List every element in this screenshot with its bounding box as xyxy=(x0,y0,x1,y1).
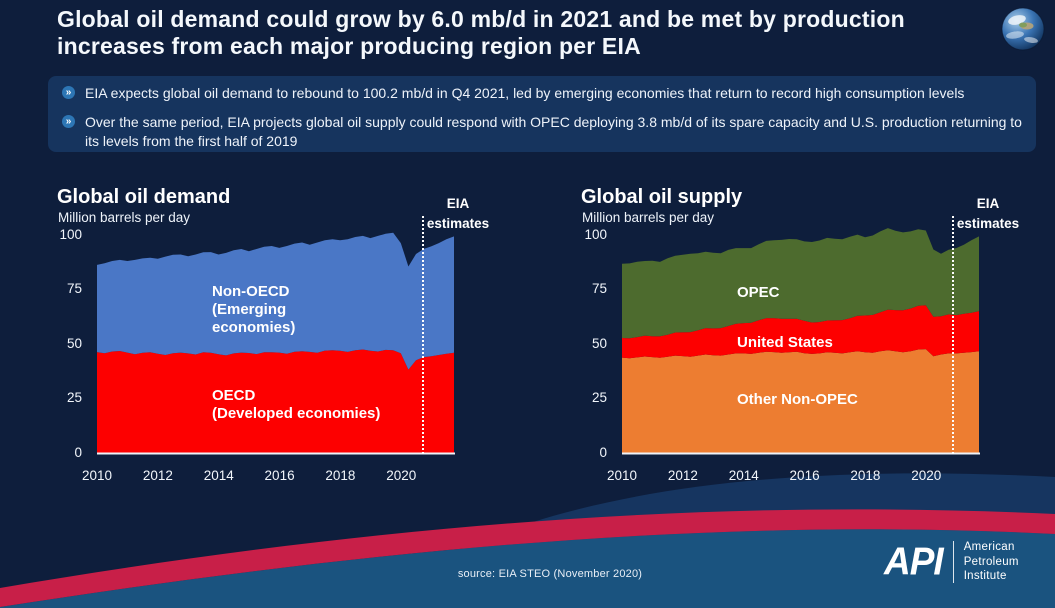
org-line: Petroleum xyxy=(963,555,1019,568)
supply-us-label: United States xyxy=(737,334,833,351)
label-line: (Developed economies) xyxy=(212,405,381,422)
org-line: Institute xyxy=(963,570,1007,582)
page-title-line-2: increases from each major producing regi… xyxy=(57,32,641,59)
y-tick-label: 0 xyxy=(599,444,607,460)
summary-callout-box: » EIA expects global oil demand to rebou… xyxy=(48,76,1036,152)
bullet-item: » EIA expects global oil demand to rebou… xyxy=(62,84,1025,103)
y-tick-label: 50 xyxy=(66,335,82,351)
y-tick-label: 0 xyxy=(74,444,82,460)
x-tick-label: 2018 xyxy=(325,468,356,483)
y-tick-label: 100 xyxy=(59,226,82,242)
area-series-opec xyxy=(622,228,979,339)
demand-chart-title: Global oil demand xyxy=(57,186,231,208)
y-tick-label: 75 xyxy=(66,281,82,296)
supply-other-non-opec-label: Other Non-OPEC xyxy=(737,391,858,408)
org-line: American xyxy=(963,541,1015,553)
x-tick-label: 2020 xyxy=(911,468,942,483)
x-tick-label: 2016 xyxy=(264,468,295,483)
logo-divider xyxy=(952,540,954,583)
estimates-label-line: estimates xyxy=(426,216,490,231)
x-tick-label: 2010 xyxy=(606,468,638,483)
area-series-united-states xyxy=(622,305,979,359)
x-tick-label: 2014 xyxy=(728,468,759,483)
supply-chart-units: Million barrels per day xyxy=(582,210,715,225)
api-logo-org-name: American Petroleum Institute xyxy=(964,540,1019,584)
x-tick-label: 2014 xyxy=(203,468,234,483)
demand-chart-units: Million barrels per day xyxy=(58,210,191,225)
y-tick-label: 50 xyxy=(591,335,607,351)
estimates-label-line: estimates xyxy=(956,216,1020,231)
y-tick-label: 100 xyxy=(584,226,607,242)
y-tick-label: 25 xyxy=(66,390,82,405)
page-title-line-1: Global oil demand could grow by 6.0 mb/d… xyxy=(57,6,905,32)
page-title: Global oil demand could grow by 6.0 mb/d… xyxy=(57,6,987,59)
supply-opec-label: OPEC xyxy=(737,284,780,301)
earth-icon xyxy=(1001,7,1045,51)
demand-estimates-label: EIA estimates xyxy=(406,194,510,234)
demand-chart-plot xyxy=(97,232,455,455)
x-tick-label: 2020 xyxy=(386,468,417,483)
bullet-text: EIA expects global oil demand to rebound… xyxy=(85,85,965,101)
area-series-non-oecd xyxy=(97,232,454,370)
supply-estimates-label: EIA estimates xyxy=(936,194,1040,234)
supply-chart-title: Global oil supply xyxy=(581,186,743,208)
area-series-other-non-opec xyxy=(622,349,979,454)
label-line: Non-OECD xyxy=(212,283,290,300)
label-line: (Emerging xyxy=(212,301,287,318)
estimates-label-line: EIA xyxy=(446,196,470,211)
demand-estimates-divider xyxy=(422,216,424,454)
label-line: economies) xyxy=(212,319,296,336)
api-logo-mark: API xyxy=(884,539,944,583)
demand-oecd-label: OECD (Developed economies) xyxy=(212,387,380,423)
area-series-oecd xyxy=(97,349,454,454)
source-note: source: EIA STEO (November 2020) xyxy=(457,568,643,580)
x-tick-label: 2012 xyxy=(142,468,173,483)
supply-estimates-divider xyxy=(952,216,954,454)
x-tick-label: 2016 xyxy=(789,468,820,483)
demand-non-oecd-label: Non-OECD (Emerging economies) xyxy=(212,283,295,337)
bullet-item: » Over the same period, EIA projects glo… xyxy=(62,113,1025,151)
estimates-label-line: EIA xyxy=(976,196,1000,211)
label-line: OECD xyxy=(212,387,256,404)
chevron-bullet-icon: » xyxy=(62,115,75,128)
swoosh-red-band xyxy=(0,509,1055,607)
supply-chart-plot xyxy=(622,228,980,455)
x-tick-label: 2010 xyxy=(81,468,113,483)
chevron-bullet-icon: » xyxy=(62,86,75,99)
x-tick-label: 2018 xyxy=(850,468,881,483)
y-tick-label: 25 xyxy=(591,390,607,405)
bullet-text: Over the same period, EIA projects globa… xyxy=(85,114,1022,149)
swoosh-blue-band xyxy=(0,529,1055,608)
x-tick-label: 2012 xyxy=(667,468,698,483)
api-logo: API American Petroleum Institute xyxy=(884,540,1019,584)
y-tick-label: 75 xyxy=(591,281,607,296)
